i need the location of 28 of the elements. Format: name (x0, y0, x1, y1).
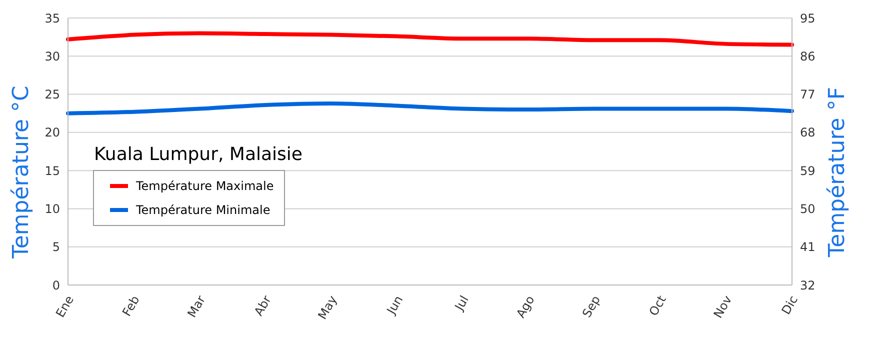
y-tick-label: 25 (44, 88, 60, 102)
y-tick-label: 30 (44, 49, 60, 64)
line-series (66, 101, 794, 116)
x-tick-label: Oct (646, 292, 670, 318)
y-tick-label: 5 (52, 240, 60, 254)
y2-tick-label: 95 (800, 11, 816, 26)
text: Kuala Lumpur, Malaisie (94, 144, 302, 165)
y-axis-title: Température °C (8, 84, 35, 260)
y-tick-label: 15 (44, 164, 60, 178)
x-tick-label: Feb (120, 293, 142, 319)
legend-label: Température Minimale (136, 203, 270, 217)
x-tick-label: Jul (452, 293, 472, 314)
y-tick-label: 10 (44, 202, 60, 216)
line-series (66, 31, 794, 47)
legend-label: Température Maximale (136, 179, 274, 193)
y2-tick-label: 32 (800, 278, 816, 292)
y2-tick-label: 68 (800, 126, 816, 140)
y-tick-label: 0 (52, 278, 60, 292)
y2-tick-label: 41 (800, 240, 816, 254)
y2-tick-label: 59 (800, 164, 816, 178)
y-tick-label: 20 (44, 126, 60, 140)
x-tick-label: Jun (384, 293, 406, 318)
y2-tick-label: 86 (800, 49, 816, 64)
y2-axis-title: Température °F (824, 86, 851, 260)
x-tick-label: Dic (778, 293, 801, 317)
y2-tick-label: 50 (800, 202, 816, 216)
y2-tick-label: 77 (800, 88, 816, 102)
y-tick-label: 35 (44, 11, 60, 26)
